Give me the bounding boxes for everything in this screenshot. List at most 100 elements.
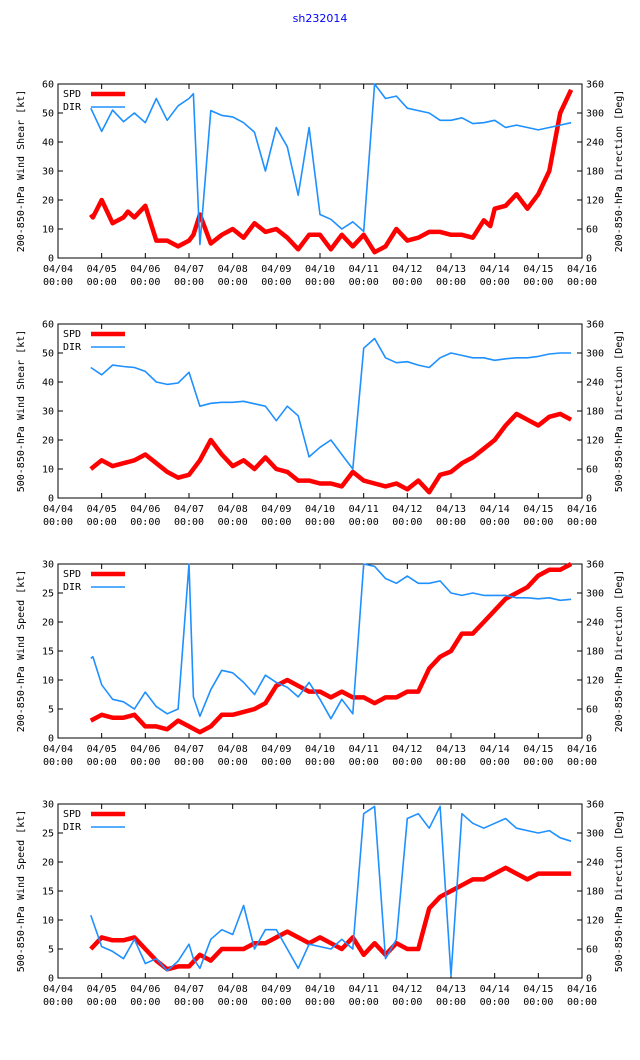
- legend-dir-label: DIR: [63, 822, 82, 833]
- x-tick-date: 04/09: [261, 264, 291, 275]
- y-tick-label: 25: [42, 829, 54, 840]
- x-tick-date: 04/05: [87, 504, 117, 515]
- x-tick-date: 04/11: [349, 264, 379, 275]
- x-tick-date: 04/05: [87, 744, 117, 755]
- x-tick-time: 00:00: [305, 277, 335, 288]
- spd-series-line: [89, 865, 572, 972]
- y2-tick-label: 360: [586, 800, 604, 811]
- legend-spd-label: SPD: [63, 329, 81, 340]
- y2-tick-label: 360: [586, 320, 604, 331]
- x-tick-date: 04/04: [43, 504, 73, 515]
- x-tick-time: 00:00: [305, 997, 335, 1008]
- x-tick-time: 00:00: [436, 757, 466, 768]
- x-tick-time: 00:00: [174, 757, 204, 768]
- x-tick-date: 04/08: [218, 504, 248, 515]
- y-tick-label: 10: [42, 225, 54, 236]
- y-tick-label: 50: [42, 109, 54, 120]
- x-tick-time: 00:00: [436, 517, 466, 528]
- x-tick-date: 04/14: [480, 504, 510, 515]
- x-tick-time: 00:00: [218, 277, 248, 288]
- spd-series-line: [89, 562, 573, 735]
- x-tick-date: 04/08: [218, 984, 248, 995]
- x-tick-date: 04/07: [174, 264, 204, 275]
- y2-tick-label: 60: [586, 225, 598, 236]
- x-tick-time: 00:00: [130, 277, 160, 288]
- y-tick-label: 0: [48, 494, 54, 505]
- x-tick-date: 04/13: [436, 504, 466, 515]
- x-tick-date: 04/13: [436, 264, 466, 275]
- x-tick-date: 04/14: [480, 744, 510, 755]
- y-tick-label: 20: [42, 858, 54, 869]
- y2-axis-label: 500-850-hPa Direction [Deg]: [614, 330, 625, 493]
- x-tick-date: 04/07: [174, 744, 204, 755]
- x-tick-time: 00:00: [261, 277, 291, 288]
- y-tick-label: 0: [48, 974, 54, 985]
- legend-spd-label: SPD: [63, 89, 81, 100]
- x-tick-date: 04/12: [392, 504, 422, 515]
- y2-axis-label: 200-850-hPa Direction [Deg]: [614, 90, 625, 253]
- y-tick-label: 50: [42, 349, 54, 360]
- x-tick-date: 04/05: [87, 984, 117, 995]
- y2-tick-label: 180: [586, 647, 604, 658]
- x-tick-time: 00:00: [130, 757, 160, 768]
- y2-tick-label: 300: [586, 349, 604, 360]
- x-tick-time: 00:00: [87, 757, 117, 768]
- x-tick-date: 04/15: [523, 504, 553, 515]
- legend-dir-label: DIR: [63, 342, 82, 353]
- x-tick-time: 00:00: [392, 997, 422, 1008]
- y2-tick-label: 120: [586, 676, 604, 687]
- x-tick-time: 00:00: [43, 277, 73, 288]
- dir-series-line: [90, 805, 572, 977]
- y-tick-label: 40: [42, 138, 54, 149]
- x-tick-time: 00:00: [436, 997, 466, 1008]
- x-tick-date: 04/09: [261, 984, 291, 995]
- x-tick-date: 04/12: [392, 264, 422, 275]
- x-tick-date: 04/15: [523, 984, 553, 995]
- y2-tick-label: 0: [586, 734, 592, 745]
- x-tick-date: 04/13: [436, 984, 466, 995]
- x-tick-time: 00:00: [218, 757, 248, 768]
- y-tick-label: 30: [42, 800, 54, 811]
- x-tick-time: 00:00: [218, 517, 248, 528]
- x-tick-date: 04/14: [480, 264, 510, 275]
- x-tick-time: 00:00: [480, 997, 510, 1008]
- x-tick-date: 04/08: [218, 744, 248, 755]
- x-tick-date: 04/16: [567, 504, 597, 515]
- y2-tick-label: 240: [586, 378, 604, 389]
- x-tick-date: 04/04: [43, 984, 73, 995]
- y2-tick-label: 60: [586, 705, 598, 716]
- y-tick-label: 20: [42, 618, 54, 629]
- x-tick-time: 00:00: [392, 277, 422, 288]
- y2-tick-label: 120: [586, 436, 604, 447]
- y-tick-label: 10: [42, 676, 54, 687]
- dir-series-line: [90, 563, 572, 720]
- x-tick-time: 00:00: [174, 517, 204, 528]
- x-tick-time: 00:00: [261, 757, 291, 768]
- y-tick-label: 0: [48, 734, 54, 745]
- x-tick-time: 00:00: [480, 517, 510, 528]
- plot-frame: [57, 563, 583, 739]
- x-tick-time: 00:00: [130, 517, 160, 528]
- x-tick-date: 04/06: [130, 744, 160, 755]
- y-tick-label: 5: [48, 945, 54, 956]
- x-tick-date: 04/07: [174, 984, 204, 995]
- legend-spd-label: SPD: [63, 809, 81, 820]
- x-tick-time: 00:00: [349, 997, 379, 1008]
- legend-dir-label: DIR: [63, 102, 82, 113]
- y-tick-label: 25: [42, 589, 54, 600]
- y2-tick-label: 60: [586, 945, 598, 956]
- plot-frame: [57, 803, 583, 979]
- y-tick-label: 20: [42, 436, 54, 447]
- y2-tick-label: 0: [586, 974, 592, 985]
- x-tick-time: 00:00: [349, 757, 379, 768]
- y-axis-label: 200-850-hPa Wind Shear [kt]: [16, 90, 27, 253]
- y2-tick-label: 240: [586, 858, 604, 869]
- x-tick-date: 04/11: [349, 744, 379, 755]
- y2-tick-label: 300: [586, 829, 604, 840]
- x-tick-time: 00:00: [480, 277, 510, 288]
- y2-tick-label: 360: [586, 560, 604, 571]
- x-tick-date: 04/11: [349, 984, 379, 995]
- y-tick-label: 30: [42, 407, 54, 418]
- dir-series-line: [90, 83, 572, 246]
